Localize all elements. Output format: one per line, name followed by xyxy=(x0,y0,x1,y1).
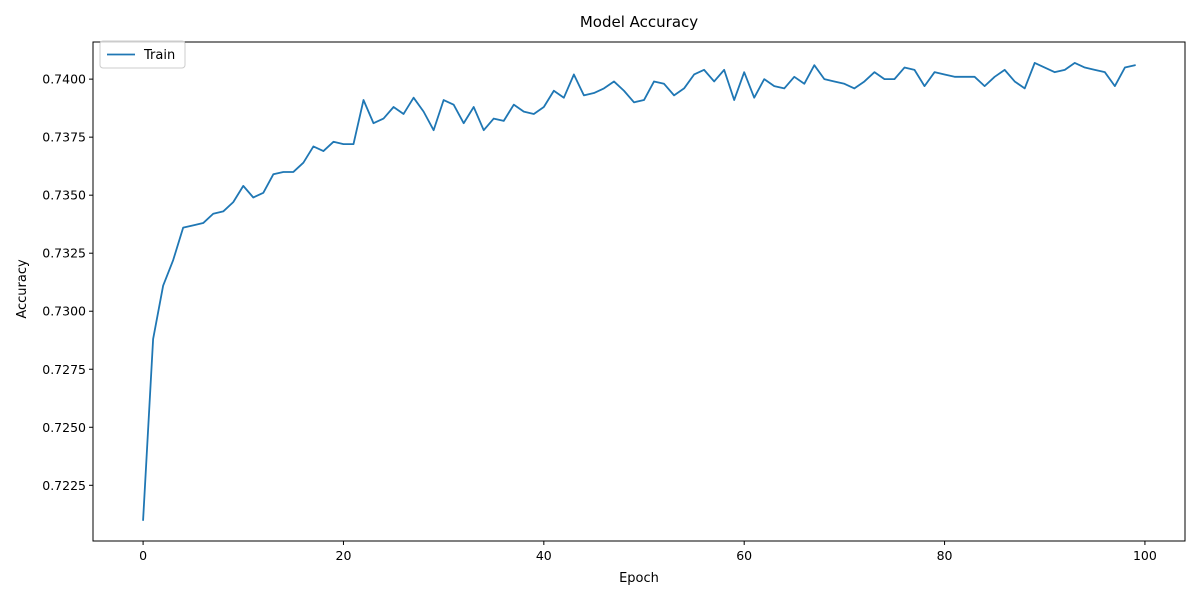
plot-area xyxy=(92,41,1186,542)
legend-box xyxy=(99,40,186,69)
x-tick-label: 60 xyxy=(736,548,752,563)
chart-title: Model Accuracy xyxy=(580,13,698,31)
legend: Train xyxy=(99,40,186,69)
y-tick-label: 0.7300 xyxy=(42,304,86,319)
x-axis-label: Epoch xyxy=(619,571,659,586)
legend-label-train: Train xyxy=(143,48,175,63)
series-line-train xyxy=(142,61,1136,522)
x-tick-label: 80 xyxy=(937,548,953,563)
y-axis-ticks: 0.7225 0.7250 0.7275 0.7300 0.7325 0.7350 0.73… xyxy=(42,72,93,493)
y-tick-label: 0.7225 xyxy=(42,478,86,493)
y-tick-label: 0.7400 xyxy=(42,72,86,87)
x-axis-ticks: 0 20 40 60 80 100 xyxy=(139,541,1157,563)
series-layer xyxy=(142,61,1136,522)
y-tick-label: 0.7375 xyxy=(42,130,86,145)
y-tick-label: 0.7350 xyxy=(42,188,86,203)
y-axis-label: Accuracy xyxy=(15,259,30,319)
plot-frame xyxy=(92,41,1186,542)
y-tick-label: 0.7325 xyxy=(42,246,86,261)
x-tick-label: 20 xyxy=(336,548,352,563)
x-tick-label: 100 xyxy=(1133,548,1157,563)
x-tick-label: 0 xyxy=(139,548,147,563)
x-tick-label: 40 xyxy=(536,548,552,563)
y-tick-label: 0.7275 xyxy=(42,362,86,377)
y-tick-label: 0.7250 xyxy=(42,420,86,435)
